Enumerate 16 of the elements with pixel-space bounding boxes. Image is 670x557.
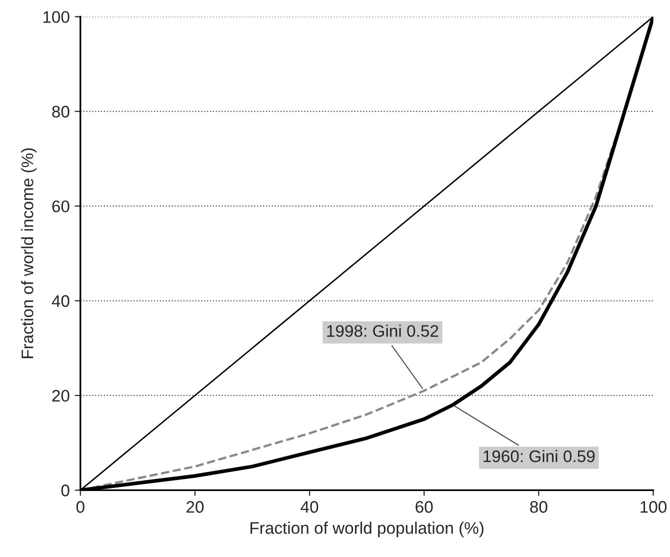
annotation: 1998: Gini 0.52 [327, 324, 438, 337]
y-tick-label: 20 [52, 390, 70, 402]
y-tick-label: 0 [61, 484, 70, 496]
x-tick-label: 40 [300, 501, 318, 513]
x-axis-title: Fraction of world population (%) [250, 522, 484, 538]
y-tick-label: 60 [52, 200, 70, 212]
x-tick-label: 100 [640, 501, 667, 513]
x-tick-label: 80 [530, 501, 548, 513]
y-tick-label: 100 [43, 11, 70, 23]
x-tick-label: 0 [76, 501, 84, 513]
y-tick-label: 40 [52, 295, 70, 307]
y-tick-label: 80 [52, 106, 70, 118]
annotation: 1960: Gini 0.59 [484, 450, 595, 462]
x-tick-label: 20 [186, 501, 204, 513]
y-axis-title: Fraction of world income (%) [21, 148, 37, 358]
x-tick-label: 60 [416, 501, 433, 513]
